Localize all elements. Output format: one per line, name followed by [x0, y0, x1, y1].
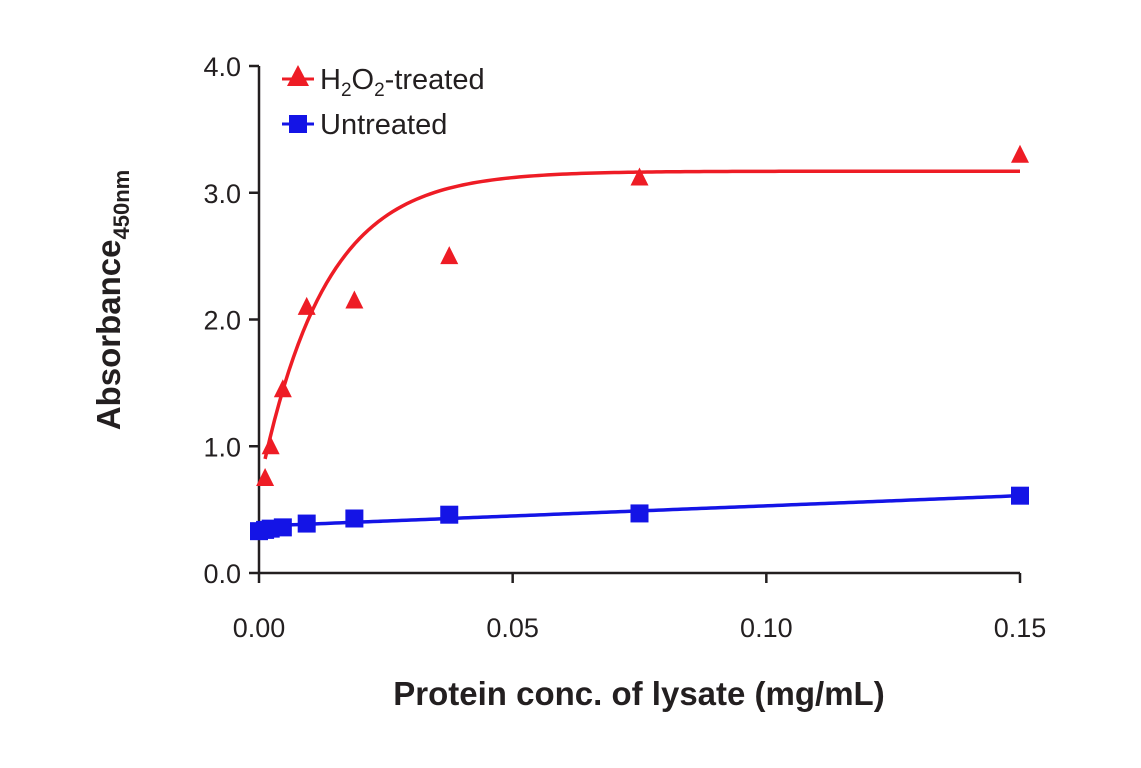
x-axis-title: Protein conc. of lysate (mg/mL)	[393, 675, 884, 712]
legend-label-h2o2-treated: H2O2-treated	[320, 64, 485, 101]
y-tick-label: 1.0	[203, 432, 241, 462]
data-point-untreated	[630, 504, 649, 523]
legend: H2O2-treated Untreated	[282, 64, 485, 141]
y-axis-title: Absorbance450nm	[90, 170, 134, 430]
data-point-h2o2-treated	[630, 167, 649, 186]
y-axis-title-sub: 450nm	[109, 170, 134, 240]
data-point-untreated	[297, 514, 316, 533]
data-point-h2o2-treated	[1011, 144, 1029, 163]
y-tick-label: 3.0	[203, 179, 241, 209]
data-point-untreated	[1011, 486, 1029, 505]
data-point-untreated	[440, 505, 459, 524]
data-points	[250, 144, 1029, 541]
legend-label-untreated: Untreated	[320, 109, 447, 141]
data-point-h2o2-treated	[297, 296, 316, 315]
fit-curve-h2o2-treated	[263, 169, 1020, 460]
data-point-h2o2-treated	[261, 436, 280, 455]
y-tick-label: 0.0	[203, 559, 241, 589]
x-tick-label: 0.10	[740, 613, 793, 643]
legend-marker-h2o2-treated	[287, 65, 309, 86]
legend-item-h2o2-treated: H2O2-treated	[282, 64, 485, 101]
data-point-h2o2-treated	[440, 246, 459, 265]
data-point-h2o2-treated	[345, 290, 364, 309]
fit-curves	[258, 169, 1021, 528]
x-tick-label: 0.05	[486, 613, 539, 643]
x-tick-label: 0.00	[233, 613, 286, 643]
x-tick-label: 0.15	[994, 613, 1047, 643]
data-point-untreated	[273, 518, 292, 537]
ticks: 0.0 1.0 2.0 3.0 4.0 0.00 0.05 0.10 0.15	[203, 52, 1046, 643]
data-point-h2o2-treated	[273, 379, 292, 398]
y-tick-label: 2.0	[203, 306, 241, 336]
data-point-h2o2-treated	[256, 467, 275, 486]
axes	[257, 66, 1020, 575]
y-axis-title-main: Absorbance	[90, 240, 127, 431]
data-point-untreated	[345, 509, 364, 528]
legend-marker-untreated	[289, 115, 307, 133]
y-tick-label: 4.0	[203, 52, 241, 82]
legend-item-untreated: Untreated	[282, 109, 447, 141]
